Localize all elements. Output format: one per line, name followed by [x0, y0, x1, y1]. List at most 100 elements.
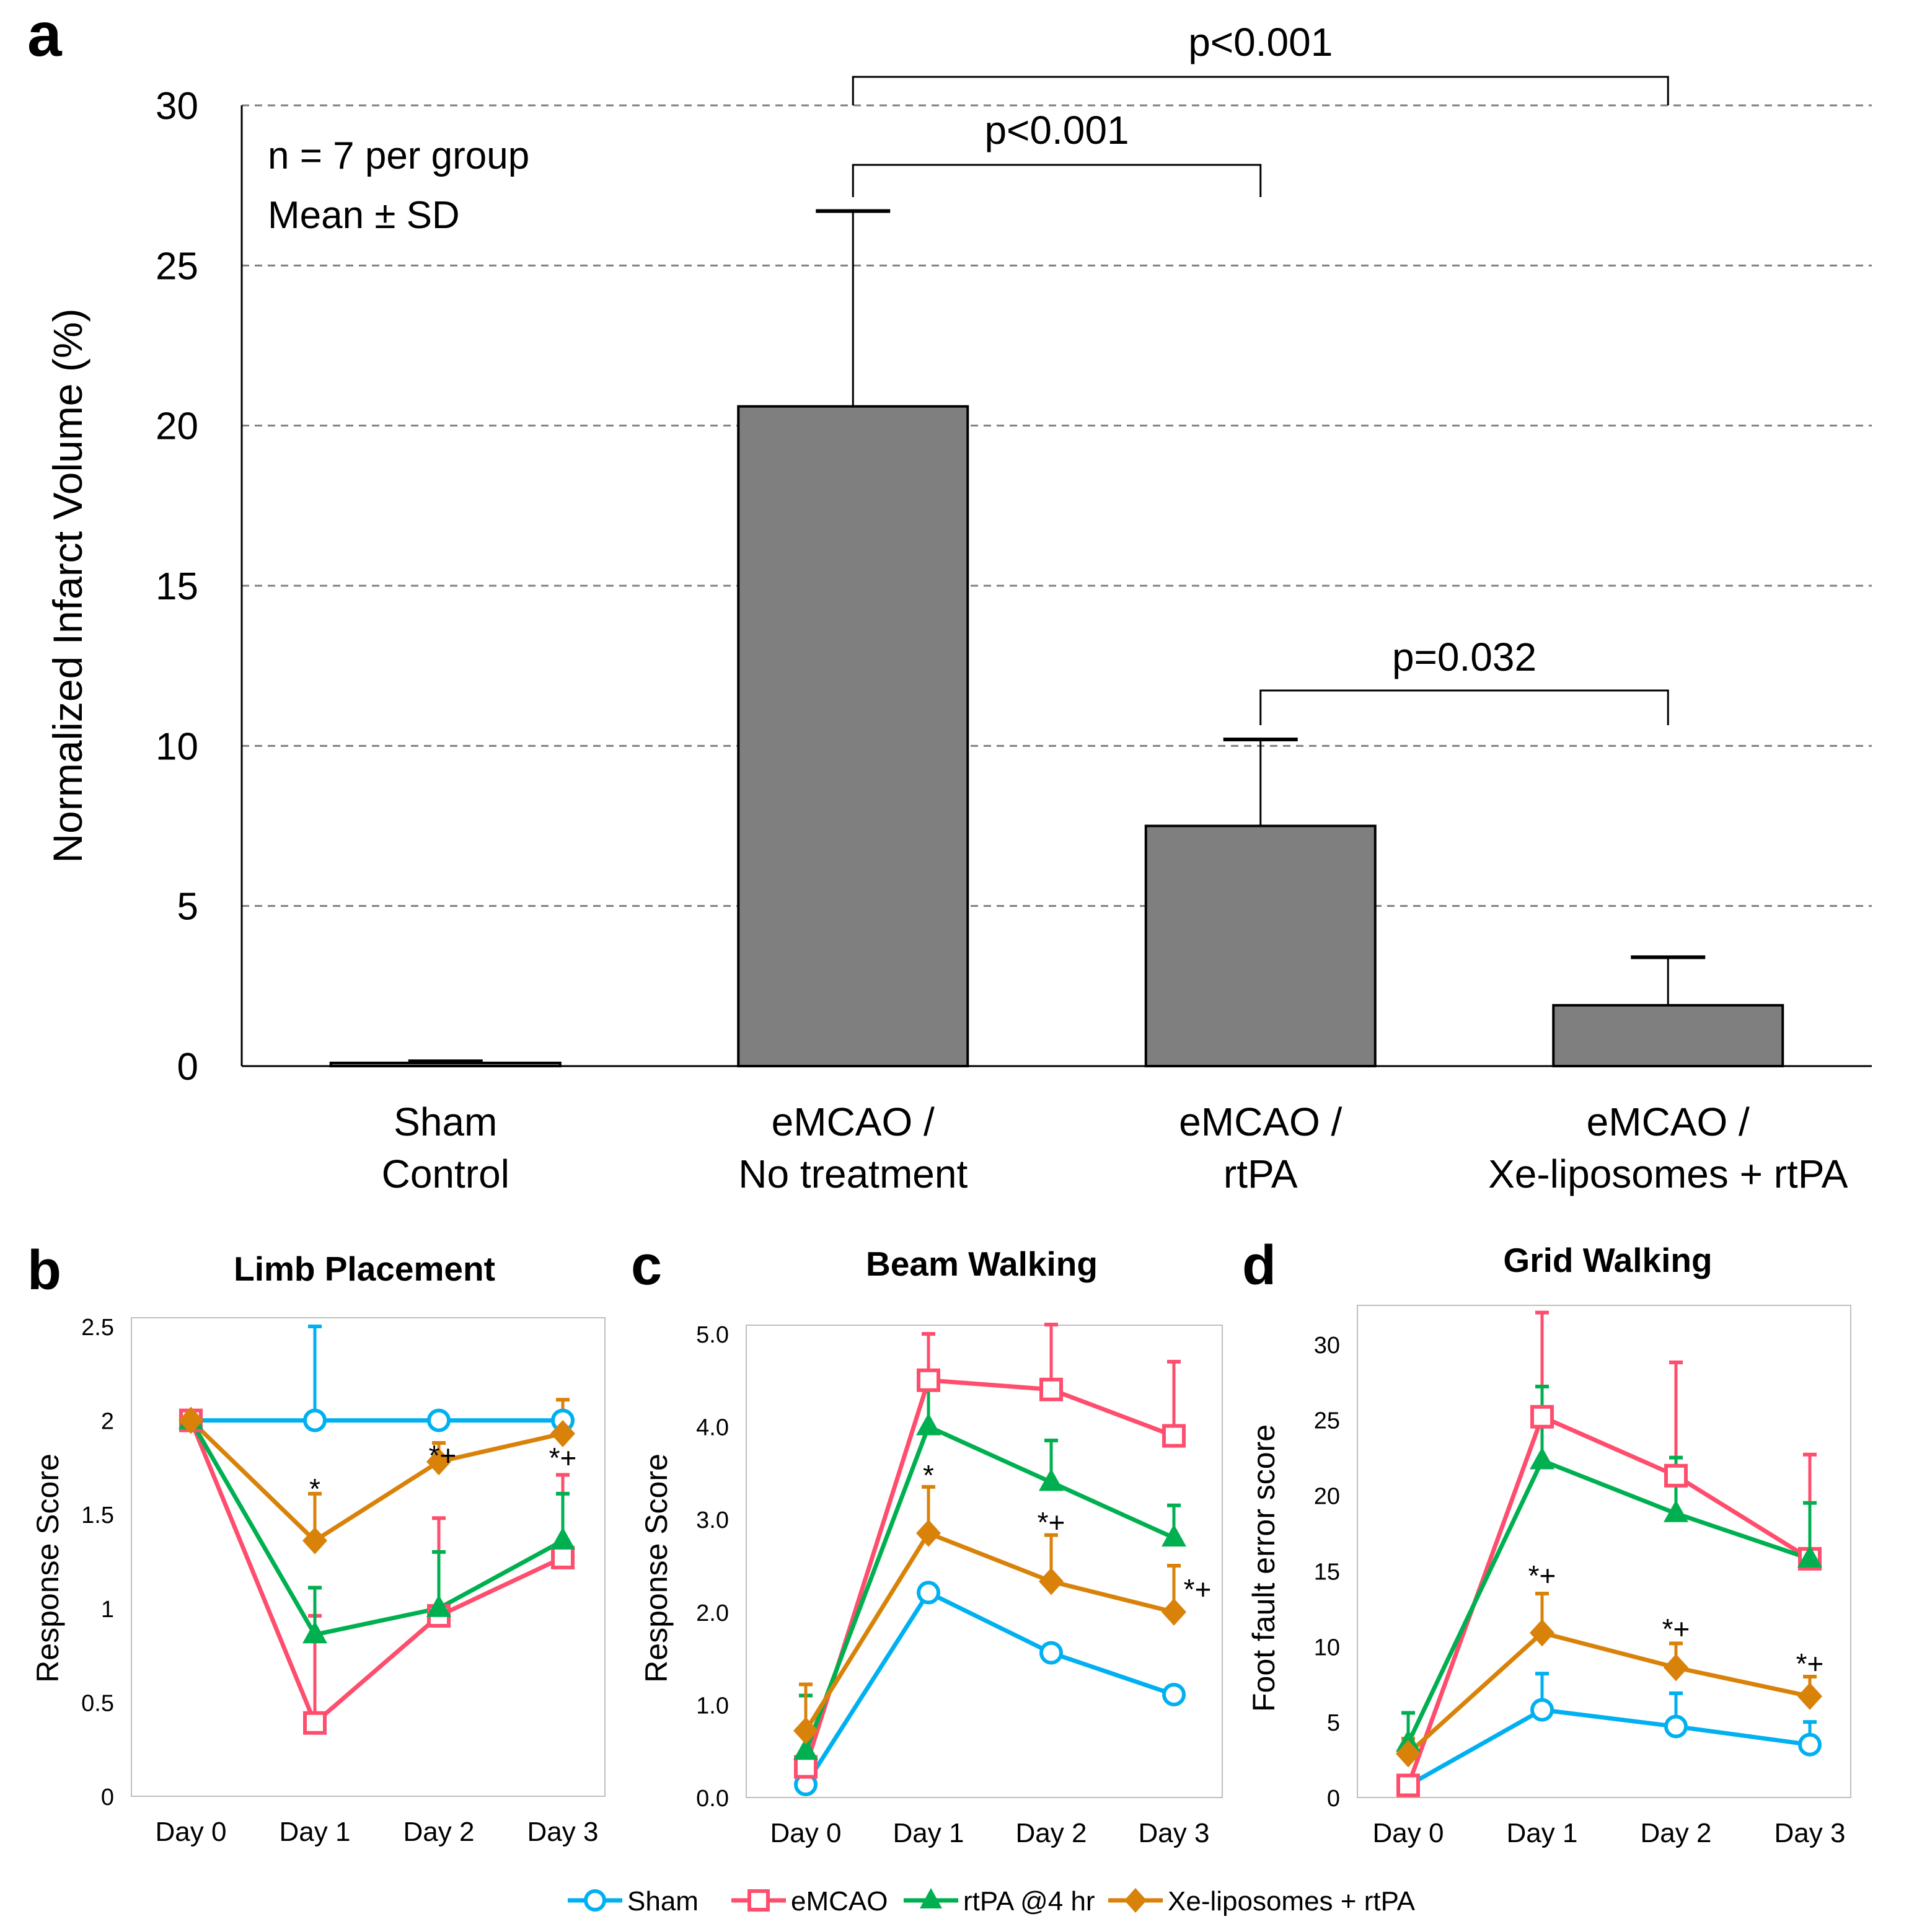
- y-tick-label: 30: [156, 85, 198, 128]
- panel-c-y-axis-label: Response Score: [639, 1453, 674, 1683]
- panel-d-y-axis-label: Foot fault error score: [1246, 1424, 1281, 1712]
- sham-series-line: [1407, 1708, 1810, 1788]
- xe-point: [1664, 1654, 1688, 1682]
- sham-series-line: [804, 1589, 1175, 1786]
- p-value-label: p<0.001: [1188, 20, 1333, 64]
- emcao-point: [1039, 1377, 1063, 1401]
- y-tick-label: 15: [1314, 1559, 1340, 1585]
- emcao-series-line: [803, 1378, 1175, 1768]
- panel-d-grid-walking-chart: d Grid Walking Foot fault error score 0 5…: [1242, 1235, 1851, 1848]
- y-tick-label: 0.0: [696, 1786, 729, 1812]
- y-tick-label: 10: [156, 725, 198, 768]
- y-tick-label: 30: [1314, 1333, 1340, 1359]
- significance-star: *: [309, 1473, 320, 1505]
- xe-point: [179, 1406, 203, 1434]
- plot-frame: [1357, 1305, 1851, 1798]
- xe-point: [1039, 1568, 1064, 1595]
- x-tick-label: Day 0: [770, 1818, 842, 1848]
- legend-label-emcao: eMCAO: [791, 1886, 888, 1917]
- x-tick-label: Day 0: [1373, 1818, 1444, 1848]
- rtpa-point: [550, 1527, 575, 1550]
- xe-point: [1797, 1682, 1822, 1710]
- legend: Sham eMCAO rtPA @4 hr Xe-liposomes + rtPA: [568, 1886, 1416, 1917]
- emcao-point: [551, 1545, 575, 1569]
- x-tick-label: Day 2: [403, 1817, 475, 1847]
- rtpa-point: [426, 1594, 451, 1617]
- y-tick-label: 5: [177, 886, 198, 929]
- rtpa-point: [1664, 1499, 1688, 1522]
- bar-3: [1144, 824, 1377, 1067]
- panel-b-y-axis-label: Response Score: [30, 1453, 65, 1683]
- panel-a-annotation-stat: Mean ± SD: [268, 194, 460, 237]
- xe-point: [302, 1527, 327, 1555]
- x-tick-label: Day 0: [156, 1817, 227, 1847]
- sham-point: [427, 1408, 451, 1432]
- xe-series-line: [804, 1530, 1175, 1732]
- rtpa-point: [1039, 1468, 1064, 1491]
- y-tick-label: 0: [101, 1784, 114, 1811]
- x-tick-label: Day 1: [893, 1818, 964, 1848]
- significance-star: *+: [429, 1439, 457, 1471]
- panel-a-annotation-n: n = 7 per group: [268, 135, 529, 177]
- xe-series-line: [1406, 1630, 1810, 1755]
- rtpa-point: [302, 1621, 327, 1644]
- panel-c-title: Beam Walking: [866, 1245, 1098, 1283]
- rtpa-point: [916, 1413, 941, 1436]
- legend-marker-sham: [584, 1889, 606, 1912]
- rtpa-series-line: [188, 1419, 564, 1638]
- emcao-point: [1396, 1773, 1420, 1797]
- legend-label-sham: Sham: [627, 1886, 699, 1917]
- x-tick-label: Day 3: [527, 1817, 599, 1847]
- legend-marker-emcao: [747, 1889, 770, 1912]
- y-tick-label: 20: [1314, 1484, 1340, 1510]
- panel-c-letter: c: [631, 1235, 662, 1297]
- y-tick-label: 1.0: [696, 1693, 729, 1719]
- x-category-label: eMCAO /: [1587, 1100, 1750, 1144]
- panel-d-letter: d: [1242, 1235, 1276, 1297]
- significance-star: *: [923, 1459, 934, 1491]
- significance-star: *+: [1038, 1506, 1065, 1538]
- x-category-label: Sham: [394, 1100, 497, 1144]
- y-tick-label: 4.0: [696, 1415, 729, 1441]
- emcao-point: [303, 1711, 327, 1735]
- xe-point: [916, 1519, 941, 1547]
- emcao-point: [1530, 1405, 1554, 1429]
- rtpa-point: [1162, 1524, 1186, 1547]
- legend-label-rtpa: rtPA @4 hr: [963, 1886, 1095, 1917]
- x-category-label: rtPA: [1223, 1152, 1298, 1196]
- sham-point: [1162, 1682, 1186, 1706]
- sham-point: [1664, 1714, 1688, 1739]
- panel-b-letter: b: [27, 1240, 61, 1302]
- y-tick-label: 1: [101, 1597, 114, 1623]
- x-category-label: Control: [382, 1152, 509, 1196]
- x-category-label: eMCAO /: [1179, 1100, 1342, 1144]
- sham-point: [1798, 1732, 1822, 1757]
- plot-frame: [746, 1325, 1223, 1798]
- y-tick-label: 3.0: [696, 1507, 729, 1533]
- rtpa-point: [1797, 1545, 1822, 1568]
- x-tick-label: Day 2: [1016, 1818, 1087, 1848]
- significance-star: *+: [549, 1442, 577, 1474]
- p-value-label: p=0.032: [1392, 635, 1536, 679]
- significance-bracket: [1259, 689, 1669, 725]
- x-tick-label: Day 3: [1775, 1818, 1846, 1848]
- rtpa-series-line: [803, 1423, 1175, 1752]
- xe-point: [426, 1448, 451, 1476]
- emcao-point: [1664, 1463, 1688, 1488]
- x-category-label: Xe-liposomes + rtPA: [1488, 1152, 1848, 1196]
- y-tick-label: 20: [156, 405, 198, 448]
- x-category-label: No treatment: [738, 1152, 968, 1196]
- plot-frame: [131, 1317, 606, 1797]
- legend-marker-rtpa: [920, 1888, 942, 1908]
- panel-d-title: Grid Walking: [1503, 1241, 1712, 1279]
- y-tick-label: 25: [156, 245, 198, 288]
- emcao-point: [794, 1755, 818, 1779]
- x-tick-label: Day 1: [280, 1817, 351, 1847]
- y-tick-label: 15: [156, 565, 198, 608]
- xe-series-line: [189, 1419, 563, 1544]
- significance-star: *+: [1662, 1613, 1690, 1645]
- significance-bracket: [852, 164, 1262, 197]
- bar-2: [737, 405, 969, 1068]
- panel-b-limb-placement-chart: b Limb Placement Response Score 0 0.5 1 1.5…: [27, 1240, 606, 1847]
- legend-marker-xe: [1124, 1888, 1147, 1913]
